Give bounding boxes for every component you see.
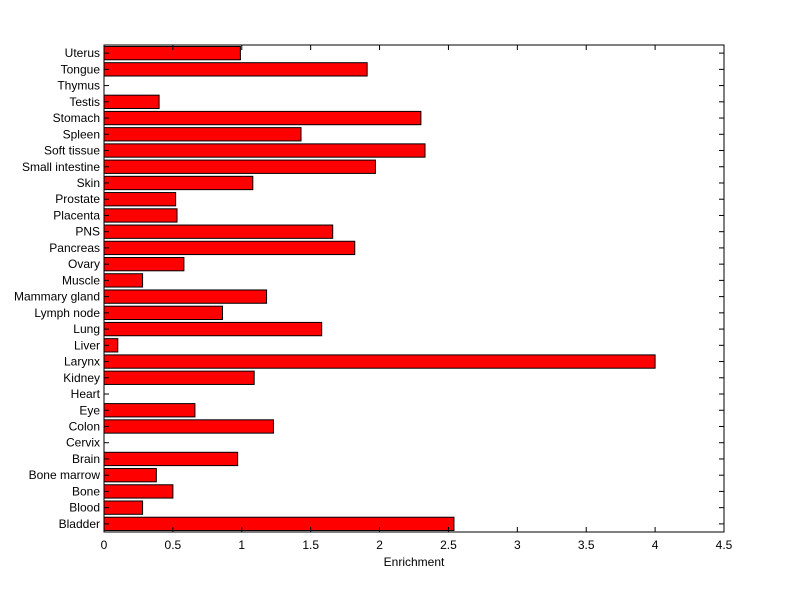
category-label: Mammary gland bbox=[14, 290, 100, 304]
category-label: Larynx bbox=[64, 355, 100, 369]
category-label: Colon bbox=[69, 419, 100, 433]
category-label: Brain bbox=[72, 452, 100, 466]
bar bbox=[103, 273, 144, 288]
category-label: Blood bbox=[69, 501, 100, 515]
bar bbox=[103, 94, 160, 109]
x-tick-label: 0 bbox=[101, 538, 108, 552]
category-label: Testis bbox=[69, 95, 100, 109]
category-label: Stomach bbox=[53, 111, 100, 125]
category-label: Thymus bbox=[57, 79, 100, 93]
bar bbox=[103, 289, 268, 304]
category-label: Small intestine bbox=[22, 160, 100, 174]
category-label: Soft tissue bbox=[44, 144, 100, 158]
labels-layer: Bladder Blood Bone Bone marrow Brain Cervix Co… bbox=[14, 46, 733, 552]
bar bbox=[103, 192, 177, 207]
category-label: Liver bbox=[74, 338, 100, 352]
category-label: Heart bbox=[71, 387, 101, 401]
category-label: Lung bbox=[73, 322, 100, 336]
category-label: Placenta bbox=[53, 208, 100, 222]
bar bbox=[103, 45, 241, 61]
x-tick-label: 1 bbox=[238, 538, 245, 552]
bar bbox=[103, 500, 144, 515]
category-label: Lymph node bbox=[34, 306, 100, 320]
category-label: Skin bbox=[77, 176, 100, 190]
bar bbox=[103, 110, 422, 126]
bar bbox=[103, 224, 334, 239]
bar bbox=[103, 127, 302, 142]
bars-layer bbox=[103, 45, 656, 532]
x-tick-label: 2 bbox=[376, 538, 383, 552]
x-tick-label: 4 bbox=[652, 538, 659, 552]
x-tick-label: 3 bbox=[514, 538, 521, 552]
category-label: Bone marrow bbox=[29, 468, 101, 482]
category-label: Bone bbox=[72, 484, 100, 498]
bar bbox=[103, 451, 239, 467]
plot-frame bbox=[103, 44, 725, 533]
bar bbox=[103, 143, 426, 158]
bar bbox=[103, 208, 178, 223]
bar bbox=[103, 516, 455, 532]
x-tick-label: 3.5 bbox=[578, 538, 595, 552]
category-label: Eye bbox=[79, 403, 100, 417]
category-label: Kidney bbox=[63, 371, 100, 385]
bar bbox=[103, 370, 255, 385]
category-label: Tongue bbox=[61, 62, 101, 76]
category-label: Muscle bbox=[62, 273, 100, 287]
category-label: Bladder bbox=[59, 517, 100, 531]
category-label: Ovary bbox=[68, 257, 100, 271]
x-tick-label: 2.5 bbox=[440, 538, 457, 552]
bar bbox=[103, 175, 254, 191]
bar bbox=[103, 159, 376, 174]
bar bbox=[103, 256, 185, 272]
ticks-layer bbox=[103, 45, 725, 532]
category-label: Uterus bbox=[65, 46, 100, 60]
bar bbox=[103, 321, 323, 337]
x-tick-label: 1.5 bbox=[302, 538, 319, 552]
category-label: Pancreas bbox=[49, 241, 100, 255]
x-tick-label: 4.5 bbox=[716, 538, 733, 552]
x-axis-title: Enrichment bbox=[384, 555, 445, 569]
bar bbox=[103, 305, 223, 321]
category-label: PNS bbox=[75, 225, 100, 239]
category-label: Cervix bbox=[66, 436, 100, 450]
x-tick-label: 0.5 bbox=[165, 538, 182, 552]
category-label: Prostate bbox=[55, 192, 100, 206]
bar bbox=[103, 419, 274, 434]
bar bbox=[103, 240, 356, 256]
bar bbox=[103, 62, 368, 77]
bar bbox=[103, 468, 157, 483]
bar bbox=[103, 403, 196, 418]
category-label: Spleen bbox=[63, 127, 100, 141]
bar bbox=[103, 354, 656, 369]
bar bbox=[103, 484, 174, 499]
